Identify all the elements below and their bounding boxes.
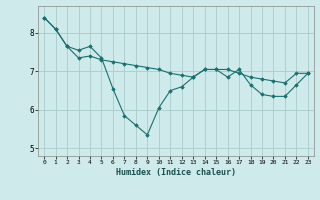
X-axis label: Humidex (Indice chaleur): Humidex (Indice chaleur) — [116, 168, 236, 177]
